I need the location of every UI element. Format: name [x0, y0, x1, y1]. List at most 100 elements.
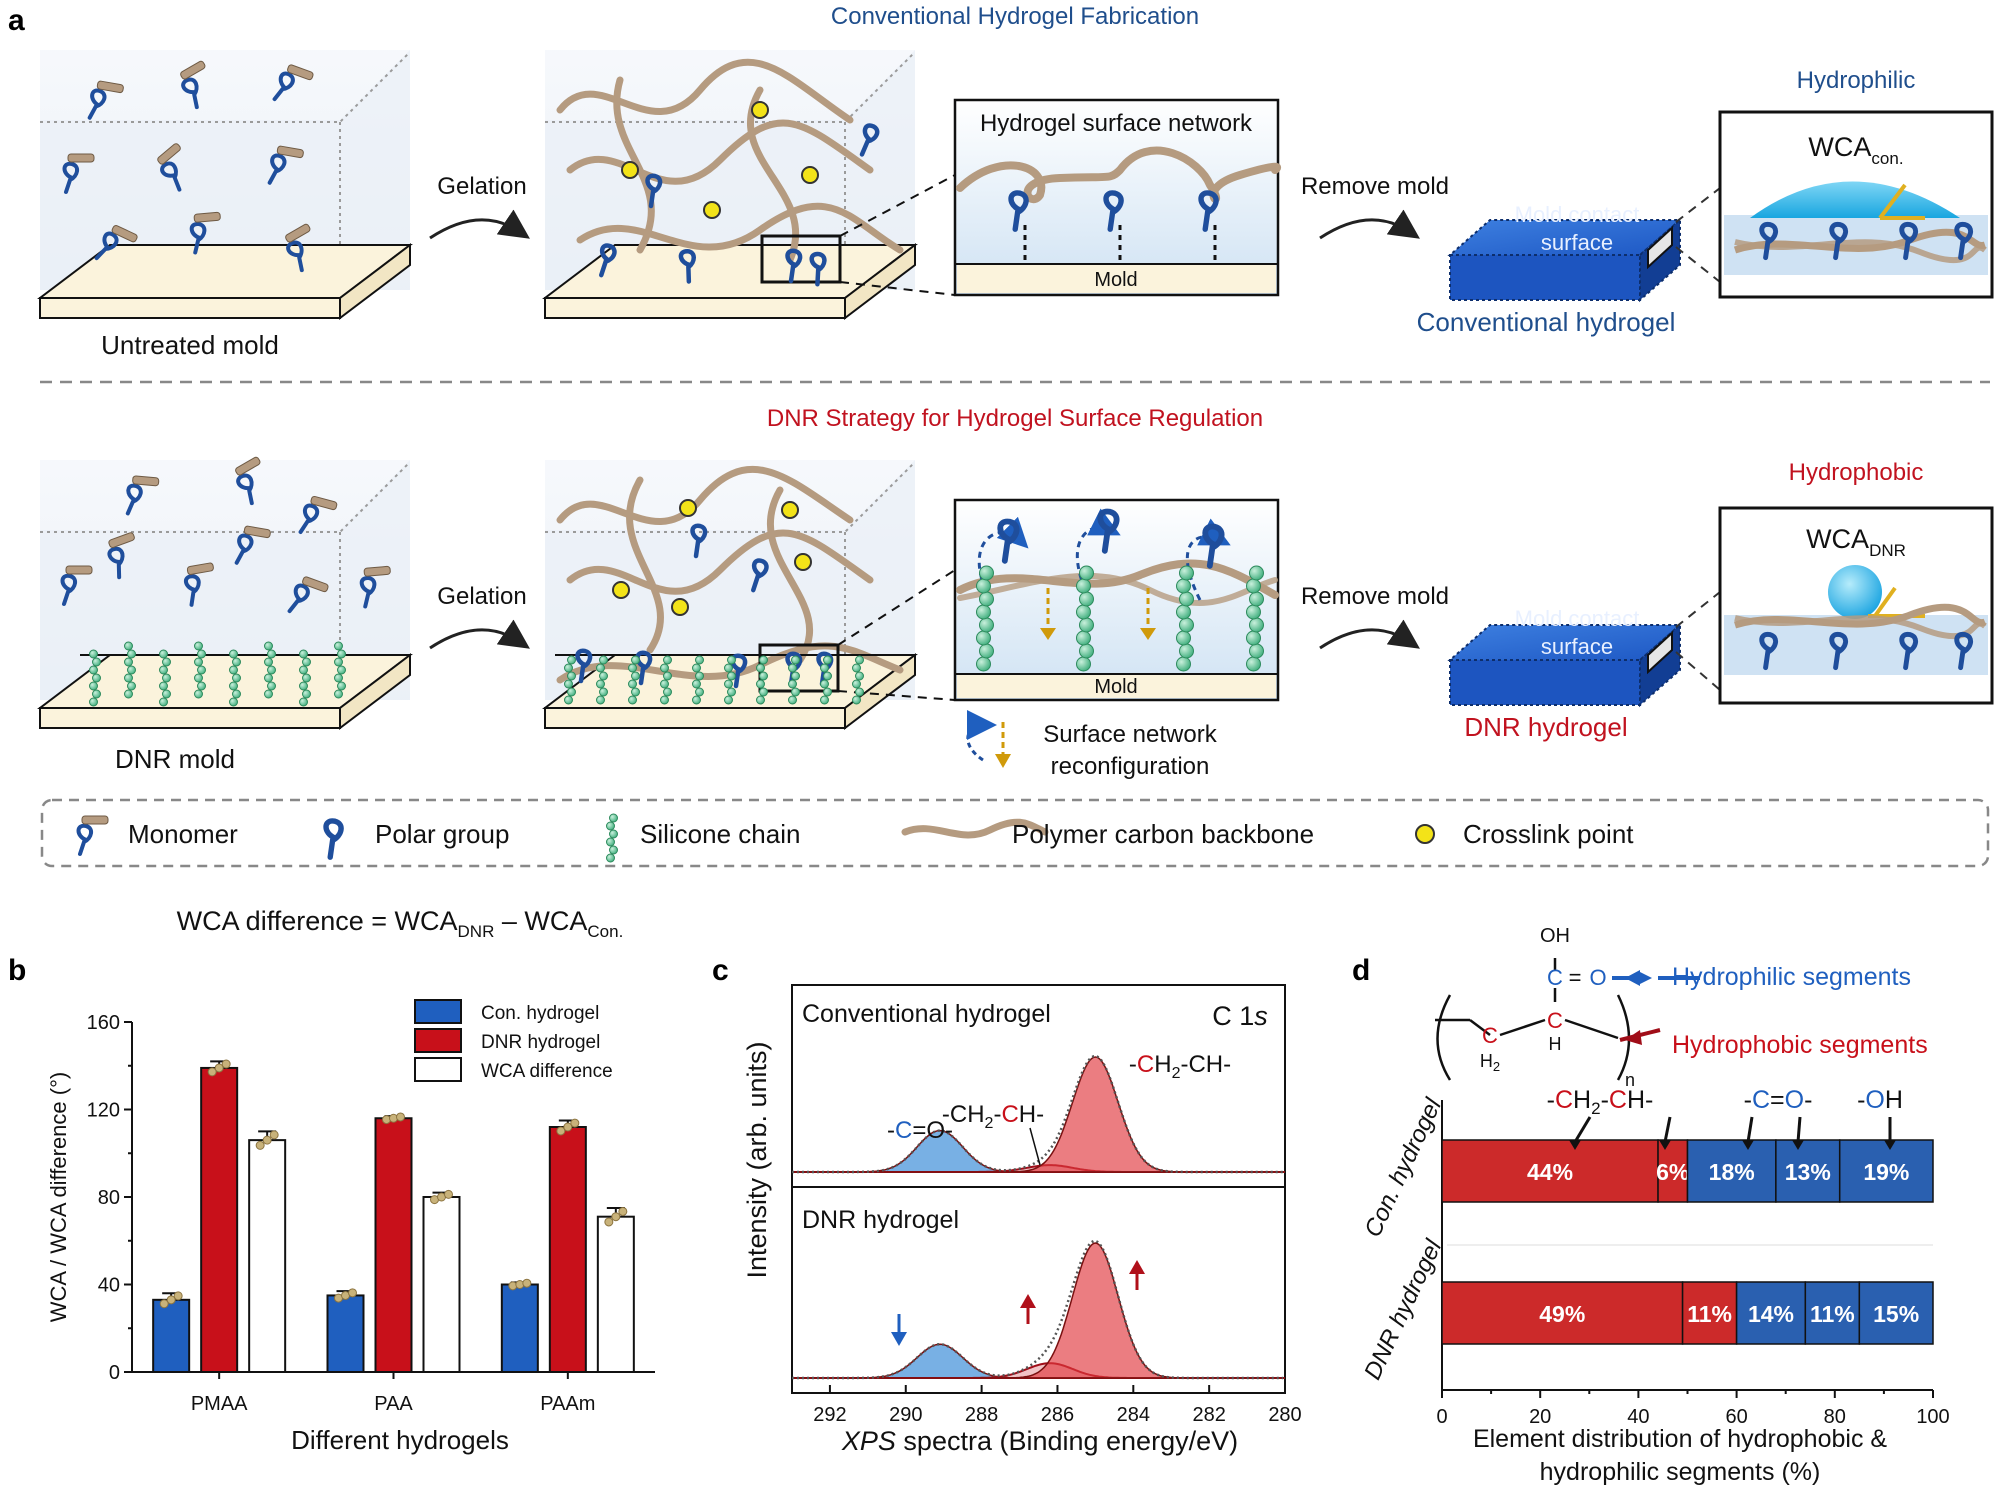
- monomer-icon: [76, 815, 109, 856]
- d-annot-co: -C=O-: [1744, 1086, 1813, 1114]
- b-data-point: [173, 1291, 183, 1301]
- silicone-chain-icon: [606, 813, 618, 863]
- reconfig-yellow-arrowhead-icon: [995, 754, 1011, 768]
- struct-oh: OH: [1540, 925, 1570, 947]
- hydrophilic-segments-label: Hydrophilic segments: [1672, 963, 1911, 991]
- c-x-tick-label: 290: [889, 1404, 922, 1426]
- monomer-icon: [87, 80, 124, 120]
- b-bar: [596, 1215, 635, 1373]
- silicone-chain-icon: [159, 649, 171, 707]
- c-x-tick-label: 280: [1268, 1404, 1301, 1426]
- b-xlabel: Different hydrogels: [291, 1425, 509, 1455]
- d-segment: [1735, 1281, 1807, 1345]
- d-segment-label: 19%: [1863, 1159, 1909, 1185]
- chart-b: 0 40 80 120 160 WCA / WCA difference (°) Diffe…: [46, 999, 655, 1455]
- polar-group-icon: [1954, 221, 1973, 261]
- b-data-point: [159, 1299, 169, 1309]
- crosslink-icon: [794, 553, 812, 571]
- gelation-label-bottom: Gelation: [437, 583, 526, 610]
- d-annot-arrow-icon: [1573, 1116, 1592, 1143]
- inset-title: Hydrogel surface network: [980, 110, 1253, 137]
- polar-group-icon: [809, 251, 827, 287]
- c-up-arrowhead-icon: [1129, 1260, 1145, 1274]
- c-envelope: [792, 1239, 1284, 1380]
- c-frame: [791, 984, 1286, 1394]
- monomer-icon: [180, 60, 206, 110]
- polar-group-layer: [323, 123, 1973, 860]
- polar-group-icon: [1198, 190, 1219, 232]
- b-data-point: [618, 1206, 628, 1216]
- legend-polar-label: Polar group: [375, 819, 509, 849]
- monomer-icon: [267, 145, 304, 185]
- b-legend-label: Con. hydrogel: [481, 1003, 599, 1024]
- b-bar: [548, 1126, 587, 1373]
- crosslink-icon: [612, 581, 630, 599]
- c-annot-ch2ch-main: -CH2-CH-: [1129, 1051, 1231, 1082]
- d-segment: [1441, 1281, 1684, 1345]
- d-segment: [1686, 1139, 1777, 1203]
- d-segment-label: 6%: [1656, 1159, 1689, 1185]
- struct-eq: =: [1569, 965, 1582, 990]
- monomer-icon: [60, 565, 93, 606]
- conventional-fabrication-title: Conventional Hydrogel Fabrication: [831, 3, 1199, 30]
- monomer-icon: [287, 576, 329, 614]
- dnr-strategy-title: DNR Strategy for Hydrogel Surface Regula…: [767, 405, 1263, 432]
- legend-backbone-label: Polymer carbon backbone: [1012, 819, 1314, 849]
- d-annot-arrowhead-icon: [1792, 1140, 1804, 1150]
- polar-group-icon: [1829, 221, 1848, 261]
- monomer-icon: [157, 143, 182, 192]
- polar-group-icon: [678, 248, 696, 284]
- silicone-chain-icon: [89, 649, 101, 707]
- c-bottom-label: DNR hydrogel: [802, 1206, 959, 1234]
- d-annot-arrow-icon: [1746, 1116, 1754, 1143]
- c-xlabel: XPS spectra (Binding energy/eV): [841, 1426, 1238, 1456]
- gelation-arrow-bottom: [429, 619, 530, 650]
- crosslink-icon: [671, 598, 689, 616]
- polar-group-icon: [1899, 631, 1918, 671]
- zoom-line: [839, 174, 956, 237]
- polar-group-icon: [1759, 631, 1778, 671]
- monomer-icon: [94, 225, 138, 261]
- conventional-hydrogel-block: [1447, 187, 1721, 303]
- polar-group-icon: [1899, 221, 1918, 261]
- mold-contact-label-top-1: Mold contact: [1515, 202, 1640, 227]
- struct-c-carbonyl: C: [1547, 965, 1563, 990]
- c-x-tick-label: 286: [1041, 1404, 1074, 1426]
- b-bar: [374, 1117, 413, 1373]
- d-segment-label: 11%: [1810, 1301, 1855, 1327]
- b-data-point: [166, 1295, 176, 1305]
- struct-o: O: [1589, 965, 1606, 990]
- crosslink-icon: [781, 501, 799, 519]
- monomer-icon: [298, 495, 338, 534]
- d-segment: [1681, 1281, 1738, 1345]
- b-data-point: [522, 1278, 532, 1288]
- struct-h: H: [1549, 1034, 1562, 1054]
- reconfig-label-2: reconfiguration: [1051, 753, 1210, 780]
- hydrophobic-label: Hydrophobic: [1789, 459, 1924, 486]
- c-annot-co: -C=O-: [887, 1117, 953, 1144]
- b-category-label: PAAm: [540, 1393, 595, 1415]
- silicone-chain-icon: [788, 655, 800, 705]
- c-x-tick-label: 282: [1192, 1404, 1225, 1426]
- polar-group-icon: [690, 523, 708, 559]
- silicone-chain-layer: [89, 565, 1264, 863]
- silicone-chain-icon: [264, 641, 276, 699]
- d-annot-arrowhead-icon: [1569, 1140, 1581, 1150]
- b-data-point: [563, 1122, 573, 1132]
- b-y-tick-label: 120: [87, 1100, 120, 1122]
- untreated-mold-box: [37, 50, 413, 321]
- silicone-chain-icon: [724, 655, 736, 705]
- silicone-chain-icon: [299, 649, 311, 707]
- zoom-line: [837, 569, 956, 646]
- b-y-tick-label: 160: [87, 1012, 120, 1034]
- monomer-icon: [285, 223, 311, 273]
- polar-group-icon: [599, 243, 617, 278]
- polar-group-icon: [1202, 523, 1225, 569]
- panel-label-c: c: [712, 954, 729, 987]
- hydrogel-surface-inset-top: [953, 98, 1282, 297]
- monomer-icon: [62, 153, 95, 194]
- chart-d: 0 20 40 60 80 100 44% 6% 18% 13% 19% Con. hydrogel 4…: [1359, 1086, 1950, 1428]
- dnr-hydrogel-label: DNR hydrogel: [1464, 712, 1627, 742]
- c-down-arrowhead-icon: [891, 1332, 907, 1346]
- legend-monomer-label: Monomer: [128, 819, 238, 849]
